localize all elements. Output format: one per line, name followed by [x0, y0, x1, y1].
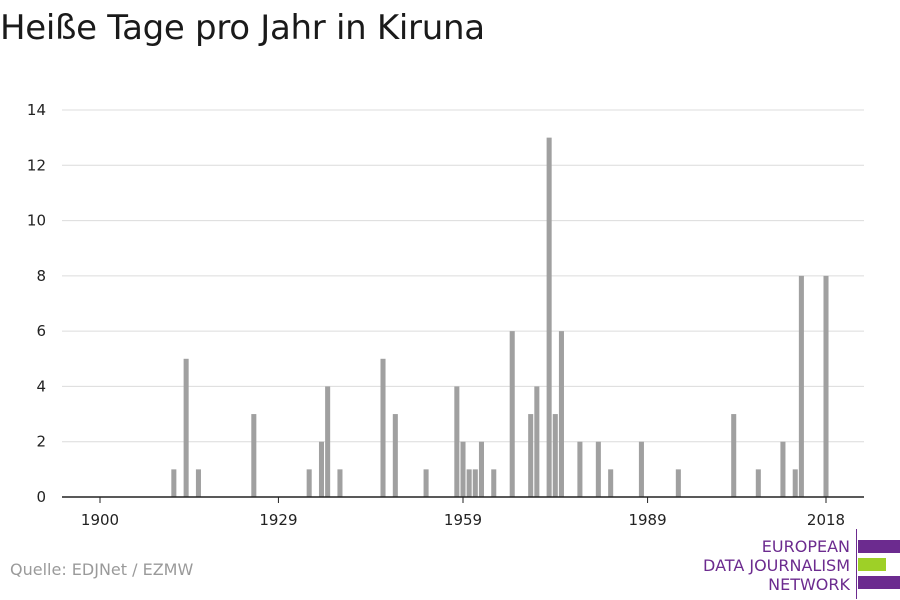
bar-1948	[392, 414, 398, 497]
y-tick-label: 10	[27, 212, 46, 230]
source-note: Quelle: EDJNet / EZMW	[10, 560, 194, 579]
bar-1937	[325, 386, 331, 497]
bar-2014	[798, 275, 804, 497]
bar-1973	[546, 137, 552, 497]
bar-1925	[251, 414, 257, 497]
bar-1939	[337, 469, 343, 497]
x-axis-ticks: 1900 1929 1959 1989 2018	[81, 511, 845, 529]
logo-bar-purple-top	[858, 540, 900, 553]
bars	[171, 137, 829, 497]
bar-1914	[183, 358, 189, 497]
bar-1971	[534, 386, 540, 497]
bar-1967	[509, 331, 515, 497]
bar-1988	[638, 441, 644, 497]
logo-divider	[856, 529, 857, 599]
y-tick-label: 12	[27, 156, 46, 174]
bar-1936	[318, 441, 325, 497]
bar-1981	[595, 441, 601, 497]
y-tick-label: 14	[27, 101, 46, 119]
y-tick-label: 2	[36, 433, 46, 451]
bar-1961	[472, 469, 478, 497]
bar-1953	[423, 469, 429, 497]
x-tick-label: 1929	[259, 511, 297, 529]
y-axis-ticks: 0 2 4 6 8 10 12 14	[27, 101, 46, 506]
bar-1916	[195, 469, 201, 497]
bar-1960	[466, 469, 472, 497]
bar-1912	[171, 469, 177, 497]
bar-1983	[608, 469, 614, 497]
bar-1958	[454, 386, 460, 497]
bar-2013	[792, 469, 798, 497]
y-tick-label: 8	[36, 267, 46, 285]
bar-2007	[755, 469, 761, 497]
bar-2011	[780, 441, 786, 497]
edjnet-logo: EUROPEAN DATA JOURNALISM NETWORK	[700, 529, 900, 599]
x-axis	[62, 496, 864, 503]
y-tick-label: 0	[36, 488, 46, 506]
y-tick-label: 6	[36, 322, 46, 340]
x-tick-label: 1959	[444, 511, 482, 529]
bar-1974	[552, 414, 558, 497]
bar-1970	[528, 414, 534, 497]
bar-1975	[558, 331, 564, 497]
y-tick-label: 4	[36, 377, 46, 395]
bar-2003	[731, 414, 737, 497]
y-gridlines	[62, 109, 864, 443]
logo-bar-green	[858, 558, 886, 571]
bar-1962	[478, 441, 484, 497]
bar-1994	[675, 469, 681, 497]
logo-line-1: EUROPEAN	[761, 537, 850, 556]
logo-line-3: NETWORK	[768, 575, 850, 594]
bar-1959	[460, 441, 466, 497]
bar-1946	[380, 358, 386, 497]
chart-title: Heiße Tage pro Jahr in Kiruna	[0, 8, 485, 48]
x-tick-label: 1900	[81, 511, 119, 529]
logo-line-2: DATA JOURNALISM	[703, 556, 850, 575]
x-tick-label: 2018	[807, 511, 845, 529]
x-tick-label: 1989	[628, 511, 666, 529]
logo-bar-purple-bottom	[858, 576, 900, 589]
bar-1934	[306, 469, 312, 497]
bar-1964	[491, 469, 497, 497]
bar-2018	[823, 275, 829, 497]
bar-1978	[577, 441, 583, 497]
